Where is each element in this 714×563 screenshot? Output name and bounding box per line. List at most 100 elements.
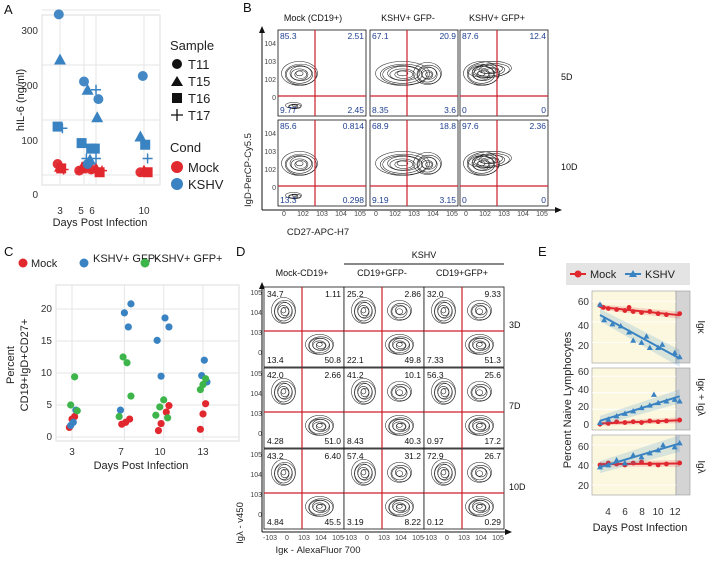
panel-b-flow-grid: 85.3 2.51 9.77 2.45 67.1 20.9 8.35 3.6 87.6 12.4 0…: [264, 29, 549, 218]
point-a-kshv-19: [142, 153, 153, 164]
flow-d-pop-ul-r0-c1-ring-4: [357, 305, 370, 318]
flow-d-pop-ul-r0-c0-ring-6: [280, 307, 287, 314]
panel-c-xticks: 3 7 10 13: [69, 447, 209, 458]
flow-d-pop-lr-r1-c2-ring-4: [472, 421, 487, 432]
xtick-b-c1-1: 102: [389, 211, 401, 218]
ytick-d-r0-1: 104: [250, 310, 262, 317]
quad-d-ll-r1-c2: 0.97: [427, 436, 444, 446]
flow-d-pop-lr-r1-c1-ring-0: [385, 415, 414, 436]
panel-c-plot-area: [55, 284, 240, 442]
flow-b-pop1-r1-c1-ring-4: [389, 158, 416, 171]
point-a-kshv-16: [137, 71, 148, 81]
flow-d-pop-lr-r2-c2-ring-1: [468, 498, 494, 517]
xtick-a-3: 3: [57, 206, 63, 217]
panel-d-row-label-3d: 3D: [509, 320, 521, 330]
ytick-d-r1-3: 0: [258, 431, 262, 438]
flow-d-pop-lr-r1-c1-ring-5: [395, 422, 406, 431]
xtick-b-c2-3: 104: [517, 211, 529, 218]
flow-d-pop-lr-r1-c2-ring-0: [465, 415, 494, 436]
flow-b-pop3-r1-c0-ring-3: [291, 194, 298, 197]
panel-c-ylabel-2: CD19+IgD+CD27+: [19, 319, 31, 412]
ytick-b-r1-0: 104: [264, 131, 276, 138]
flow-d-frame-r1-c2: [423, 367, 505, 449]
quad-b-ur-r0-c1: 20.9: [439, 31, 456, 41]
xtick-d-c1-1: 0: [365, 535, 369, 542]
point-e-0-kshv-10: [659, 341, 666, 347]
flow-d-pop-ur-r1-c1-ring-2: [391, 385, 408, 400]
flow-b-pop1-r1-c0-ring-1: [284, 153, 317, 176]
point-c-s2-8: [156, 403, 164, 411]
panel-d-label: D: [236, 244, 245, 259]
flow-d-pop-lr-r0-c2-ring-2: [468, 337, 491, 354]
point-a-mock-14: [142, 167, 153, 178]
strip-igk: Igκ: [695, 320, 706, 334]
panel-d-col-header-mock: Mock-CD19+: [276, 268, 329, 278]
flow-b-r0-c1: 67.1 20.9 8.35 3.6: [369, 29, 459, 117]
quad-d-ul-r0-c2: 32.0: [427, 289, 444, 299]
flow-d-pop-ul-r1-c0-ring-4: [277, 386, 290, 399]
xtick-b-c1-3: 104: [427, 211, 439, 218]
xtick-b-c0-3: 104: [335, 211, 347, 218]
ytick-e1-40: 40: [578, 321, 590, 332]
ytick-a-0: 0: [32, 190, 38, 201]
flow-d-pop-lr-r0-c0-ring-4: [312, 340, 327, 351]
flow-d-pop-lr-r2-c0-ring-2: [308, 499, 331, 516]
point-c-s0-7: [157, 419, 165, 428]
flow-d-pop-ul-r1-c1-ring-1: [354, 380, 376, 405]
panel-c-xlabel: Days Post Infection: [94, 460, 189, 472]
flow-d-pop-lr-r0-c2-ring-6: [476, 342, 483, 347]
quad-b-ul-r1-c1: 68.9: [372, 121, 389, 131]
xtick-b-c2-0: 0: [464, 211, 468, 218]
flow-b-pop1-r0-c0-ring-6: [295, 70, 304, 77]
flow-d-pop-ul-r2-c1-ring-4: [357, 467, 370, 480]
flow-b-pop1-r0-c0-ring-0: [281, 61, 318, 86]
point-c-s2-10: [164, 414, 172, 422]
flow-b-pop2-r0-c1-ring-4: [421, 69, 434, 80]
flow-b-pop2-r0-c1-ring-2: [417, 66, 438, 83]
point-c-s1-9: [161, 314, 169, 322]
xtick-b-c2-1: 102: [479, 211, 491, 218]
flow-d-pop-ul-r0-c0-ring-4: [277, 305, 290, 318]
flow-b-pop3-r0-c0-ring-3: [291, 104, 298, 107]
flow-d-pop-ur-r2-c2-ring-1: [470, 465, 491, 482]
quad-d-ll-r2-c2: 0.12: [427, 517, 444, 527]
point-c-s1-12: [200, 356, 208, 364]
flow-b-pop1-r0-c1-ring-4: [389, 68, 416, 81]
fit-e-1-mock: [599, 419, 680, 425]
flow-b-pop1-r0-c0-ring-1: [284, 63, 317, 86]
point-e-2-kshv-5: [638, 454, 645, 460]
legend-c-gfpneg-icon: [79, 258, 89, 268]
fit-e-0-mock: [599, 306, 680, 317]
flow-d-pop-ul-r2-c2-ring-3: [437, 464, 453, 481]
flow-b-pop1-r0-c0-ring-5: [294, 70, 308, 79]
point-a-mock-2: [56, 163, 67, 174]
flow-b-pop1-r0-c2-ring-0: [463, 61, 500, 86]
xtick-d-c1-0: -103: [343, 535, 357, 542]
quad-b-ul-r0-c1: 67.1: [372, 31, 389, 41]
flow-d-pop-lr-r2-c0-ring-3: [312, 500, 330, 513]
legend-cond-title: Cond: [170, 140, 201, 155]
flow-d-pop-ur-r2-c2-ring-3: [475, 467, 487, 478]
flow-d-pop-ul-r0-c2-ring-1: [434, 299, 456, 324]
point-a-kshv-12: [93, 94, 104, 105]
point-c-s0-11: [199, 410, 207, 418]
flow-d-pop-ur-r1-c2-ring-3: [475, 386, 487, 397]
flow-d-pop-ul-r1-c1-ring-5: [360, 387, 370, 398]
panel-a: A 0 100 200 300 3 5 6 10 hIL-6 (ng/ml) D…: [4, 2, 224, 229]
flow-d-pop-ul-r2-c1-ring-1: [354, 461, 376, 486]
flow-d-pop-ul-r2-c2-ring-6: [440, 469, 447, 476]
panel-a-legend: Sample T11 T15 T16 T17 Cond Mock KSHV: [170, 38, 224, 192]
flow-b-pop1-r0-c1-ring-5: [394, 70, 414, 79]
panel-d: D KSHV Mock-CD19+ CD19+GFP- CD19+GFP+ 34…: [235, 244, 526, 556]
xtick-d-c2-4: 105: [492, 535, 504, 542]
quad-b-lr-r1-c2: 0: [541, 195, 546, 205]
flow-d-pop-ul-r1-c2-ring-1: [434, 380, 456, 405]
flow-d-pop-ur-r2-c2-ring-0: [467, 462, 492, 483]
flow-b-pop1-r1-c0-ring-5: [294, 160, 308, 169]
flow-b-pop2-r1-c2-ring-4: [480, 157, 499, 164]
flow-d-pop-ul-r0-c1-ring-5: [360, 306, 370, 317]
point-e-1-kshv-7: [650, 391, 657, 397]
quad-d-lr-r0-c2: 51.3: [484, 355, 501, 365]
flow-d-pop-lr-r2-c0-ring-1: [308, 498, 334, 517]
flow-b-pop2-r0-c1-ring-1: [416, 64, 441, 85]
